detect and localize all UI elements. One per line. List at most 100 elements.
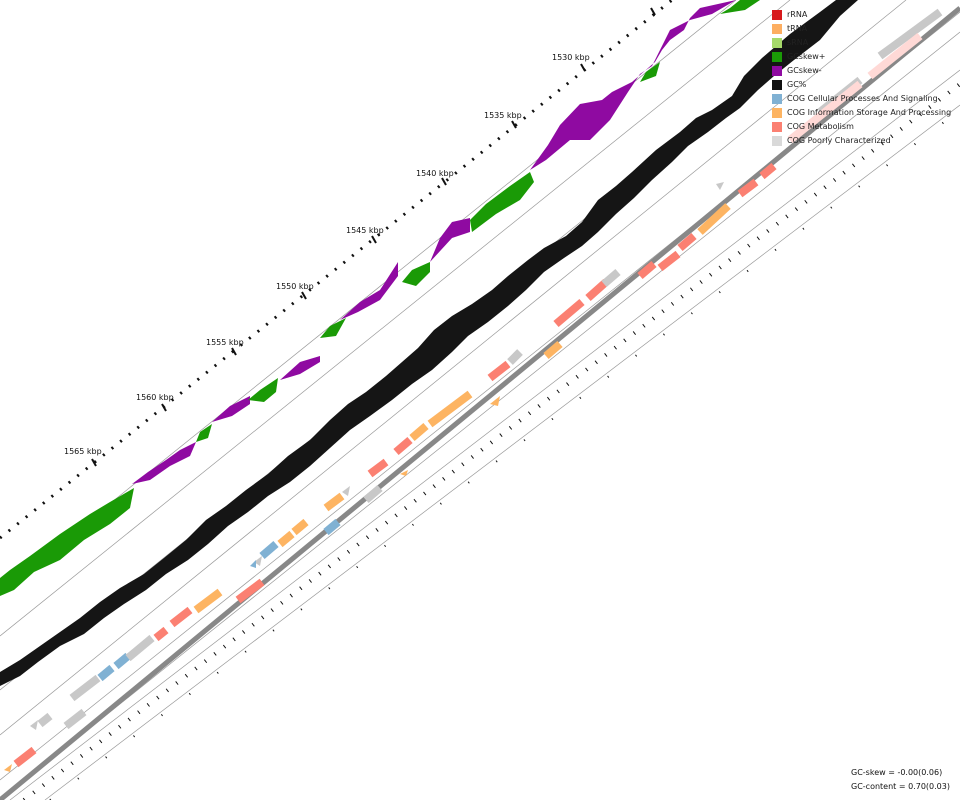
gene-cog-metabolism — [235, 578, 265, 604]
gene-features — [4, 8, 943, 772]
legend-item: sRNA — [772, 36, 951, 50]
gene-cog-metabolism — [169, 606, 193, 628]
gene-cog-information — [323, 492, 345, 512]
legend-label: COG Poorly Characterized — [787, 136, 891, 145]
gene-small — [400, 470, 408, 476]
legend-label: GCskew+ — [787, 52, 826, 61]
gc-skew-positive — [720, 0, 760, 14]
legend-swatch — [772, 108, 782, 118]
tick-label: 1565 kbp — [64, 447, 102, 456]
gc-skew-ring — [0, 0, 760, 596]
gene-cog-poorly — [507, 349, 523, 365]
gene-small — [342, 486, 350, 496]
gene-cog-metabolism — [737, 178, 759, 198]
gene-cog-information — [277, 530, 295, 548]
tick-marks — [91, 7, 656, 467]
gene-cog-cellular — [259, 540, 279, 560]
legend-swatch — [772, 38, 782, 48]
tick-label: 1560 kbp — [136, 393, 174, 402]
legend-label: GC% — [787, 80, 807, 89]
scale-ring — [0, 0, 673, 540]
gc-skew-positive — [320, 318, 346, 338]
gene-cog-cellular — [323, 518, 341, 536]
gene-cog-information — [697, 203, 731, 235]
gene-cog-metabolism-faded — [867, 32, 923, 80]
gene-cog-poorly — [363, 484, 383, 504]
gc-skew-positive — [402, 262, 430, 286]
gene-cog-poorly — [601, 268, 621, 288]
gene-cog-metabolism — [393, 436, 413, 456]
gc-content-stat: GC-content = 0.70(0.03) — [851, 782, 950, 791]
legend-label: sRNA — [787, 38, 809, 47]
legend-item: COG Information Storage And Processing — [772, 106, 951, 120]
legend-swatch — [772, 80, 782, 90]
gc-skew-positive — [640, 62, 660, 82]
gene-cog-poorly — [37, 712, 53, 728]
gc-skew-negative — [132, 442, 196, 484]
gene-cog-metabolism-faded — [787, 80, 863, 144]
gene-cog-cellular — [113, 652, 131, 670]
legend-item: GC% — [772, 78, 951, 92]
gc-skew-positive — [0, 488, 134, 596]
stats: GC-skew = -0.00(0.06) GC-content = 0.70(… — [851, 766, 950, 794]
gc-skew-negative — [212, 396, 250, 422]
gene-cog-metabolism — [677, 232, 697, 252]
gene-cog-metabolism — [657, 250, 681, 272]
gene-cog-metabolism — [487, 360, 511, 382]
gene-cog-metabolism — [585, 279, 609, 301]
legend-swatch — [772, 10, 782, 20]
legend-item: tRNA — [772, 22, 951, 36]
gc-skew-stat: GC-skew = -0.00(0.06) — [851, 768, 943, 777]
gene-cog-information — [291, 518, 309, 536]
gc-skew-negative — [430, 218, 470, 262]
legend-item: GCskew- — [772, 64, 951, 78]
legend-swatch — [772, 122, 782, 132]
gene-cog-metabolism — [637, 260, 657, 280]
legend-item: COG Poorly Characterized — [772, 134, 951, 148]
gc-skew-negative — [280, 356, 320, 380]
legend-swatch — [772, 66, 782, 76]
legend-swatch — [772, 52, 782, 62]
legend-item: rRNA — [772, 8, 951, 22]
legend-label: COG Information Storage And Processing — [787, 108, 952, 117]
gene-small — [716, 182, 724, 190]
gene-cog-metabolism — [759, 162, 777, 180]
tick-label: 1530 kbp — [552, 53, 590, 62]
tick-label: 1540 kbp — [416, 169, 454, 178]
gene-small — [4, 764, 12, 772]
legend-label: GCskew- — [787, 66, 822, 75]
legend-item: COG Metabolism — [772, 120, 951, 134]
gene-small — [30, 720, 38, 730]
gene-cog-poorly — [877, 8, 943, 60]
inner-tick-ring — [22, 82, 960, 800]
legend: rRNA tRNA sRNA GCskew+ GCskew- GC% COG C… — [772, 8, 951, 148]
gc-content-ring — [0, 0, 858, 686]
gc-skew-negative — [530, 0, 736, 170]
gene-cog-poorly — [69, 674, 101, 702]
tick-label: 1535 kbp — [484, 111, 522, 120]
tick-labels: 1530 kbp 1535 kbp 1540 kbp 1545 kbp 1550… — [64, 53, 590, 456]
gene-cog-information — [543, 340, 563, 360]
gene-cog-poorly — [63, 708, 87, 730]
legend-swatch — [772, 94, 782, 104]
legend-item: COG Cellular Processes And Signaling — [772, 92, 951, 106]
gene-cog-metabolism — [13, 746, 37, 768]
gene-cog-metabolism — [367, 458, 389, 478]
legend-item: GCskew+ — [772, 50, 951, 64]
backbone — [0, 6, 960, 800]
gene-cog-information — [193, 588, 223, 614]
tick-label: 1545 kbp — [346, 226, 384, 235]
gc-skew-positive — [470, 172, 534, 232]
legend-label: tRNA — [787, 24, 808, 33]
legend-label: COG Metabolism — [787, 122, 854, 131]
gene-cog-information — [427, 390, 473, 428]
gene-cog-metabolism — [553, 298, 585, 328]
legend-swatch — [772, 24, 782, 34]
gene-small — [250, 560, 256, 568]
gene-cog-cellular — [97, 664, 115, 682]
gene-cog-poorly — [125, 634, 155, 662]
gc-skew-positive — [248, 378, 278, 402]
legend-label: rRNA — [787, 10, 808, 19]
tick-label: 1550 kbp — [276, 282, 314, 291]
